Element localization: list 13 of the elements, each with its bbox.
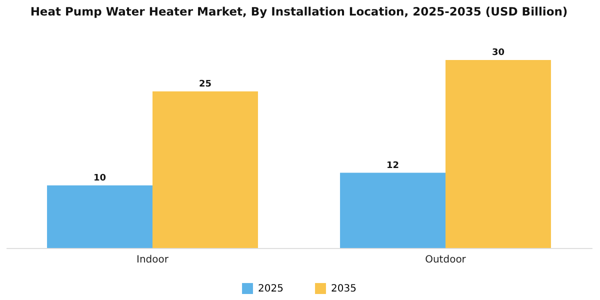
bar [446, 60, 551, 248]
bar [340, 172, 446, 248]
legend-label: 2025 [258, 284, 284, 295]
x-tick-label: Indoor [136, 254, 170, 266]
data-label: 12 [386, 160, 400, 171]
data-label: 30 [492, 48, 505, 58]
x-tick-label: Outdoor [425, 254, 467, 266]
chart-title: Heat Pump Water Heater Market, By Installation Location, 2025-2035 (USD Billion) [30, 4, 568, 18]
bar [47, 185, 152, 248]
data-label: 25 [198, 79, 212, 90]
bar [152, 91, 258, 248]
data-label: 10 [93, 173, 106, 184]
legend-label: 2035 [331, 284, 356, 295]
